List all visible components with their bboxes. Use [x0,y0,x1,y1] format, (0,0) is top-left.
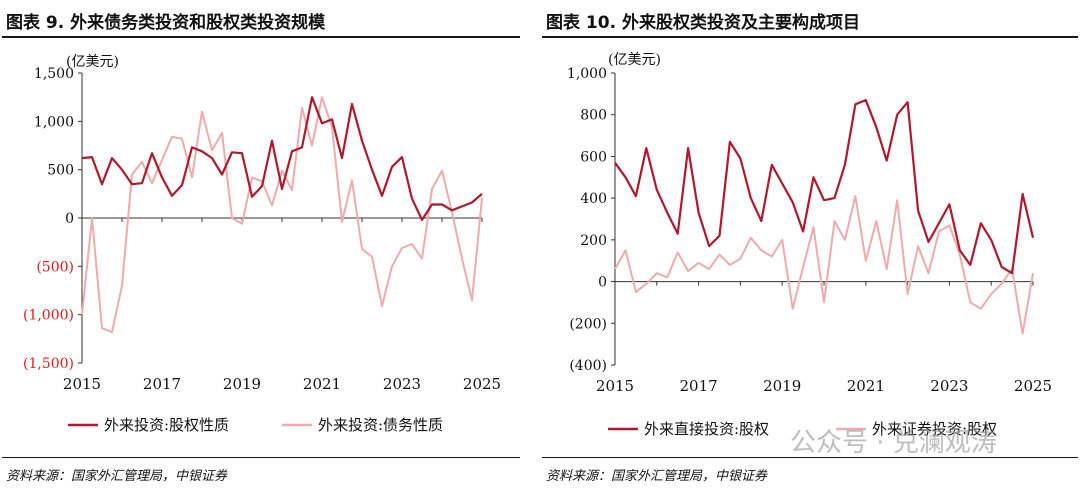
y-tick-label: 600 [580,149,607,165]
title-rule [2,36,520,38]
watermark-text: 公众号 · 兑澜观涛 [790,428,997,458]
x-tick-label: 2017 [143,375,181,393]
x-tick-label: 2015 [63,375,101,393]
y-tick-label: (1,500) [23,356,74,372]
chart-left: (亿美元)1,500 1,000 500 0 (500) (1,000) (1,500) 20… [23,54,501,434]
x-tick-label: 2021 [303,375,341,393]
series-line-1 [614,98,1035,275]
y-tick-label: 0 [65,211,74,227]
chart-title: 图表 9. 外来债务类投资和股权类投资规模 [6,13,326,33]
x-tick-label: 2023 [383,375,421,393]
y-tick-label: 200 [580,233,607,249]
x-tick-label: 2025 [463,375,501,393]
legend-entry: 外来证券投资:股权 [872,420,997,438]
chart-right: (亿美元)1,000 800 600 400 200 0 (200) (400) 2015 201… [567,52,1052,438]
y-tick-label: (200) [569,316,607,332]
source-note: 资料来源：国家外汇管理局，中银证券 [6,469,228,484]
x-tick-label: 2021 [847,377,885,395]
y-tick-label: 500 [47,163,74,179]
x-tick-label: 2023 [930,377,968,395]
x-tick-label: 2015 [596,377,634,395]
footer-rule [542,457,1078,458]
legend-entry: 外来投资:债务性质 [318,416,443,434]
unit-label: (亿美元) [66,54,119,70]
y-tick-label: 1,500 [34,66,74,82]
x-tick-label: 2019 [763,377,801,395]
x-tick-label: 2019 [223,375,261,393]
legend-entry: 外来直接投资:股权 [644,420,769,438]
footer-rule [2,457,520,458]
source-note: 资料来源：国家外汇管理局，中银证券 [546,469,768,484]
x-tick-label: 2017 [680,377,718,395]
y-tick-label: 1,000 [34,114,74,130]
y-tick-label: 1,000 [567,66,607,82]
legend-entry: 外来投资:股权性质 [104,416,229,434]
y-tick-label: (1,000) [23,308,74,324]
unit-label: (亿美元) [608,52,661,68]
chart-title: 图表 10. 外来股权类投资及主要构成项目 [546,13,860,33]
series-line-2 [614,195,1034,335]
y-tick-label: 400 [580,191,607,207]
y-tick-label: 800 [580,108,607,124]
series-line-1 [81,96,483,221]
x-tick-label: 2025 [1014,377,1052,395]
y-tick-label: (400) [569,358,607,374]
y-tick-label: 0 [598,275,607,291]
series-line-2 [81,96,483,334]
title-rule [542,36,1078,38]
y-tick-label: (500) [36,259,74,275]
